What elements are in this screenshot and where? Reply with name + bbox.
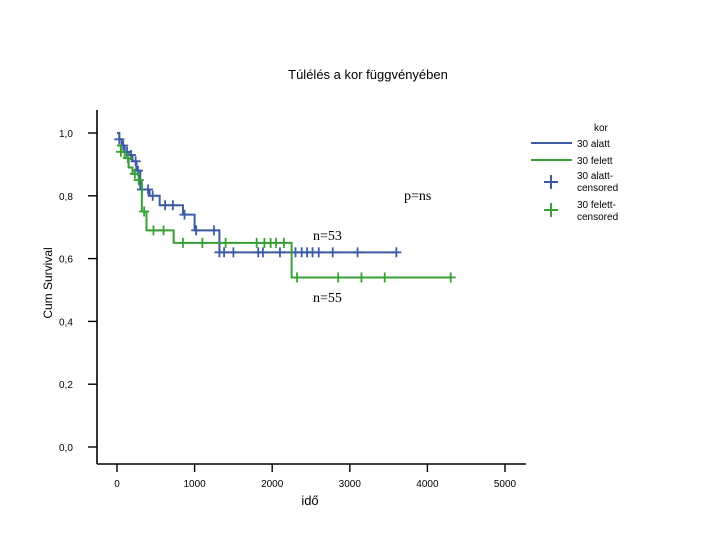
censor-mark-30-felett bbox=[129, 168, 140, 179]
n-55-annotation: n=55 bbox=[313, 291, 342, 306]
censor-mark-30-felett bbox=[278, 237, 289, 248]
y-tick-label: 0,8 bbox=[59, 192, 73, 203]
censor-mark-30-felett bbox=[122, 153, 133, 164]
censor-mark-30-alatt bbox=[167, 200, 178, 211]
censor-mark-30-alatt bbox=[327, 247, 338, 258]
p-value-annotation: p=ns bbox=[404, 189, 431, 204]
censor-mark-30-alatt bbox=[274, 247, 285, 258]
censor-mark-30-felett bbox=[148, 225, 159, 236]
legend-title: kor bbox=[594, 123, 609, 134]
censor-mark-30-alatt bbox=[391, 247, 402, 258]
censor-mark-30-felett bbox=[445, 272, 456, 283]
censor-mark-30-alatt bbox=[257, 247, 268, 258]
x-tick-label: 0 bbox=[114, 479, 120, 490]
censor-mark-30-felett bbox=[356, 272, 367, 283]
censor-mark-30-felett bbox=[379, 272, 390, 283]
censor-mark-30-felett bbox=[115, 146, 126, 157]
chart-title: Túlélés a kor függvényében bbox=[288, 67, 448, 82]
censor-mark-30-felett bbox=[177, 237, 188, 248]
legend-label-30-alatt-censored-2: censored bbox=[577, 183, 618, 194]
censor-mark-30-alatt bbox=[147, 190, 158, 201]
y-tick-label: 0,4 bbox=[59, 317, 73, 328]
x-axis-ticks: 0 1000 2000 3000 4000 5000 bbox=[114, 464, 517, 490]
legend-label-30-felett: 30 felett bbox=[577, 156, 613, 167]
y-axis-ticks: 0,0 0,2 0,4 0,6 0,8 1,0 bbox=[59, 129, 97, 454]
censor-mark-30-alatt bbox=[352, 247, 363, 258]
x-tick-label: 3000 bbox=[339, 479, 362, 490]
legend: kor 30 alatt 30 felett 30 alatt- censore… bbox=[531, 123, 618, 223]
n-53-annotation: n=53 bbox=[313, 229, 342, 244]
censor-mark-30-alatt bbox=[219, 247, 230, 258]
censor-mark-30-felett bbox=[292, 272, 303, 283]
x-tick-label: 1000 bbox=[183, 479, 206, 490]
legend-label-30-alatt-censored-1: 30 alatt- bbox=[577, 171, 613, 182]
series-line-30-alatt bbox=[117, 132, 397, 254]
x-tick-label: 4000 bbox=[416, 479, 439, 490]
censor-mark-30-alatt bbox=[179, 209, 190, 220]
censor-mark-30-alatt bbox=[114, 134, 125, 145]
series-layer bbox=[114, 132, 456, 283]
censor-mark-30-felett bbox=[139, 206, 150, 217]
censor-mark-30-felett bbox=[158, 225, 169, 236]
legend-label-30-felett-censored-1: 30 felett- bbox=[577, 200, 616, 211]
y-tick-label: 0,2 bbox=[59, 380, 73, 391]
censor-mark-30-alatt bbox=[228, 247, 239, 258]
censor-mark-30-felett bbox=[333, 272, 344, 283]
x-axis-label: idő bbox=[301, 493, 318, 508]
y-axis-label: Cum Survival bbox=[41, 247, 55, 318]
censor-mark-30-alatt bbox=[143, 184, 154, 195]
censor-mark-30-felett bbox=[220, 237, 231, 248]
legend-censored-green-icon bbox=[544, 203, 558, 217]
legend-censored-blue-icon bbox=[544, 175, 558, 189]
censor-mark-30-alatt bbox=[313, 247, 324, 258]
censor-mark-30-alatt bbox=[191, 225, 202, 236]
censor-mark-30-alatt bbox=[209, 225, 219, 236]
legend-label-30-felett-censored-2: censored bbox=[577, 212, 618, 223]
censor-mark-30-felett bbox=[133, 175, 144, 186]
x-tick-label: 2000 bbox=[261, 479, 284, 490]
y-tick-label: 0,0 bbox=[59, 443, 73, 454]
censor-mark-30-alatt bbox=[130, 156, 141, 167]
series-line-30-felett bbox=[117, 144, 451, 279]
x-tick-label: 5000 bbox=[494, 479, 517, 490]
y-tick-label: 0,6 bbox=[59, 255, 73, 266]
censor-mark-30-felett bbox=[197, 237, 208, 248]
legend-label-30-alatt: 30 alatt bbox=[577, 139, 610, 150]
y-tick-label: 1,0 bbox=[59, 129, 73, 140]
